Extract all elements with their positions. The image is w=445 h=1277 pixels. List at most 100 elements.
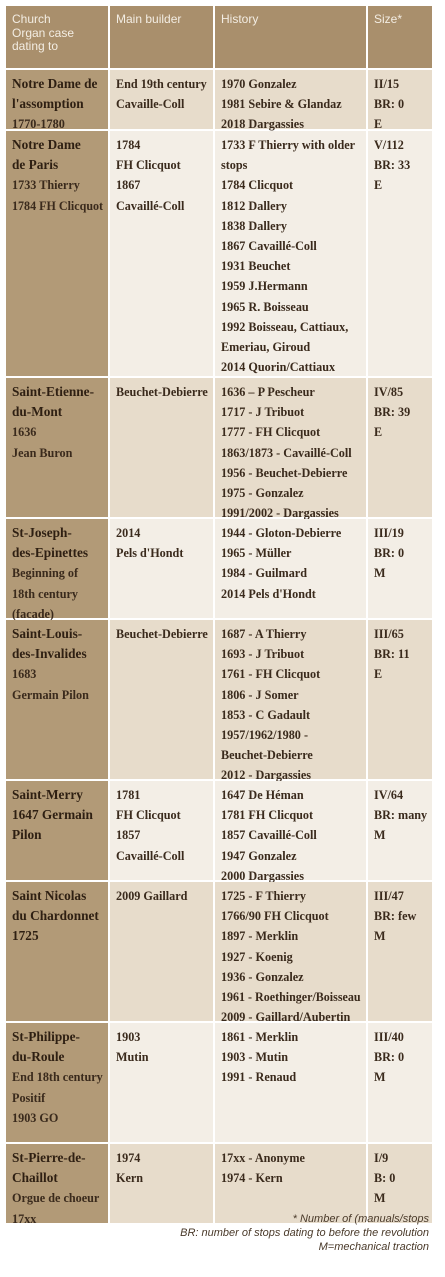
history-line: 1984 - Guilmard — [221, 566, 307, 581]
church-date: 1683 — [12, 667, 37, 682]
church-name: 1725 — [12, 928, 39, 944]
history-line: 1725 - F Thierry — [221, 889, 306, 903]
church-date: 1903 GO — [12, 1110, 59, 1125]
size-cell: IV/64 BR: many M — [368, 781, 432, 882]
header-builder: Main builder — [110, 6, 215, 70]
size-line: BR: few — [374, 909, 417, 924]
church-name: des-Epinettes — [12, 545, 89, 561]
church-cell: Saint-Louis-des-Invalides 1683 Germain Pil… — [6, 620, 110, 781]
table-row: Saint-Merry 1647 Germain Pilon 1781 FH Clicq… — [6, 781, 432, 883]
history-line: stops — [221, 158, 248, 173]
history-line: 1947 Gonzalez — [221, 848, 297, 863]
church-name: du-Mont — [12, 404, 63, 420]
church-name: l'assomption — [12, 96, 84, 112]
history-line: 1717 - J Tribuot — [221, 405, 305, 420]
table-row: Notre Dame de Paris 1733 Thierry 1784 FH Cl… — [6, 131, 432, 378]
builder-line: Mutin — [116, 1050, 149, 1065]
history-line: 1974 - Kern — [221, 1171, 283, 1186]
builder-cell: Beuchet-Debierre — [110, 620, 215, 781]
history-cell: 1861 - Merklin 1903 - Mutin 1991 - Renaud — [215, 1023, 368, 1144]
church-date: 1770-1780 — [12, 117, 65, 132]
builder-line: 1974 — [116, 1151, 141, 1165]
history-cell: 1647 De Héman 1781 FH Clicquot 1857 Cavail… — [215, 781, 368, 883]
history-line: 1961 - Roethinger/Boisseau — [221, 990, 361, 1005]
history-cell: 1733 F Thierry with older stops 1784 Clicq… — [215, 131, 368, 378]
table-row: Saint-Louis-des-Invalides 1683 Germain Pil… — [6, 620, 432, 782]
size-line: B: 0 — [374, 1171, 396, 1186]
builder-line: End 19th century — [116, 77, 207, 91]
church-date: (facade) — [12, 606, 54, 621]
church-name: Chaillot — [12, 1170, 58, 1186]
size-cell: I/9 B: 0 M — [368, 1144, 432, 1225]
church-name: Saint-Etienne- — [12, 384, 95, 399]
builder-line: 1903 — [116, 1030, 141, 1044]
history-line: 1931 Beuchet — [221, 259, 291, 274]
history-cell: 1970 Gonzalez 1981 Sebire & Glandaz 2018 D… — [215, 70, 368, 131]
size-line: BR: 0 — [374, 546, 405, 561]
size-line: BR: many — [374, 808, 428, 823]
size-line: III/47 — [374, 889, 404, 903]
size-cell: II/15 BR: 0 E — [368, 70, 432, 131]
size-line: BR: 39 — [374, 405, 411, 420]
size-cell: III/40 BR: 0 M — [368, 1023, 432, 1144]
history-line: 1991 - Renaud — [221, 1070, 297, 1085]
builder-line: Cavaille-Coll — [116, 97, 185, 112]
history-line: 1687 - A Thierry — [221, 627, 307, 641]
church-name: 1647 Germain — [12, 807, 93, 823]
church-name: St-Pierre-de- — [12, 1150, 86, 1165]
church-date: Orgue de choeur — [12, 1191, 100, 1206]
builder-line: 1857 — [116, 828, 141, 843]
builder-cell: End 19th century Cavaille-Coll — [110, 70, 215, 131]
history-line: 1970 Gonzalez — [221, 77, 297, 91]
history-line: Beuchet-Debierre — [221, 748, 313, 763]
size-line: E — [374, 117, 383, 132]
table-row: Saint-Etienne-du-Mont 1636 Jean Buron Beuch… — [6, 378, 432, 520]
builder-line: 1867 — [116, 178, 141, 193]
history-line: 1927 - Koenig — [221, 949, 293, 964]
size-line: IV/85 — [374, 385, 404, 399]
history-line: 2012 - Dargassies — [221, 768, 312, 783]
history-line: 17xx - Anonyme — [221, 1151, 305, 1165]
builder-line: 2009 Gaillard — [116, 889, 188, 903]
header-church-line: Organ case — [12, 25, 75, 40]
history-line: 2014 Pels d'Hondt — [221, 586, 316, 601]
church-date: Positif — [12, 1090, 46, 1105]
history-line: 1838 Dallery — [221, 218, 288, 233]
history-cell: 1944 - Gloton-Debierre 1965 - Müller 1984 … — [215, 519, 368, 620]
size-line: M — [374, 566, 386, 581]
church-cell: Notre Dame de l'assomption 1770-1780 — [6, 70, 110, 131]
table-header: Church Organ case dating to Main builder… — [6, 6, 432, 70]
size-line: BR: 11 — [374, 647, 410, 662]
history-line: 1991/2002 - Dargassies — [221, 506, 339, 521]
church-name: Saint-Louis- — [12, 626, 83, 641]
history-line: 1853 - C Gadault — [221, 707, 311, 722]
builder-cell: 1974 Kern — [110, 1144, 215, 1225]
church-name: Saint Nicolas — [12, 888, 87, 903]
church-date: 17xx — [12, 1211, 37, 1226]
history-line: 1957/1962/1980 - — [221, 728, 309, 743]
history-line: 1784 Clicquot — [221, 178, 294, 193]
church-name: Pilon — [12, 827, 42, 843]
footnote-line: BR: number of stops dating to before the… — [180, 1227, 429, 1239]
builder-cell: 1781 FH Clicquot 1857 Cavaillé-Coll — [110, 781, 215, 882]
history-line: 2018 Dargassies — [221, 117, 304, 132]
builder-line: Pels d'Hondt — [116, 546, 184, 561]
size-line: E — [374, 425, 383, 440]
size-line: III/40 — [374, 1030, 404, 1044]
church-cell: Saint-Merry 1647 Germain Pilon — [6, 781, 110, 882]
history-line: 1897 - Merklin — [221, 929, 299, 944]
header-church-line: Church — [12, 12, 51, 26]
builder-line: FH Clicquot — [116, 808, 181, 823]
history-cell: 1687 - A Thierry 1693 - J Tribuot 1761 - F… — [215, 620, 368, 782]
size-line: III/19 — [374, 526, 404, 540]
church-name: du-Roule — [12, 1049, 65, 1065]
table-row: St-Pierre-de- Chaillot Orgue de choeur 17xx… — [6, 1144, 432, 1226]
church-date: Germain Pilon — [12, 687, 89, 702]
size-line: M — [374, 929, 386, 944]
history-line: 1647 De Héman — [221, 788, 304, 802]
size-line: M — [374, 1191, 386, 1206]
history-line: 2014 Quorin/Cattiaux — [221, 360, 336, 375]
table-row: Saint Nicolas du Chardonnet 1725 2009 Gaill… — [6, 882, 432, 1024]
builder-line: 1781 — [116, 788, 141, 802]
size-cell: III/19 BR: 0 M — [368, 519, 432, 620]
